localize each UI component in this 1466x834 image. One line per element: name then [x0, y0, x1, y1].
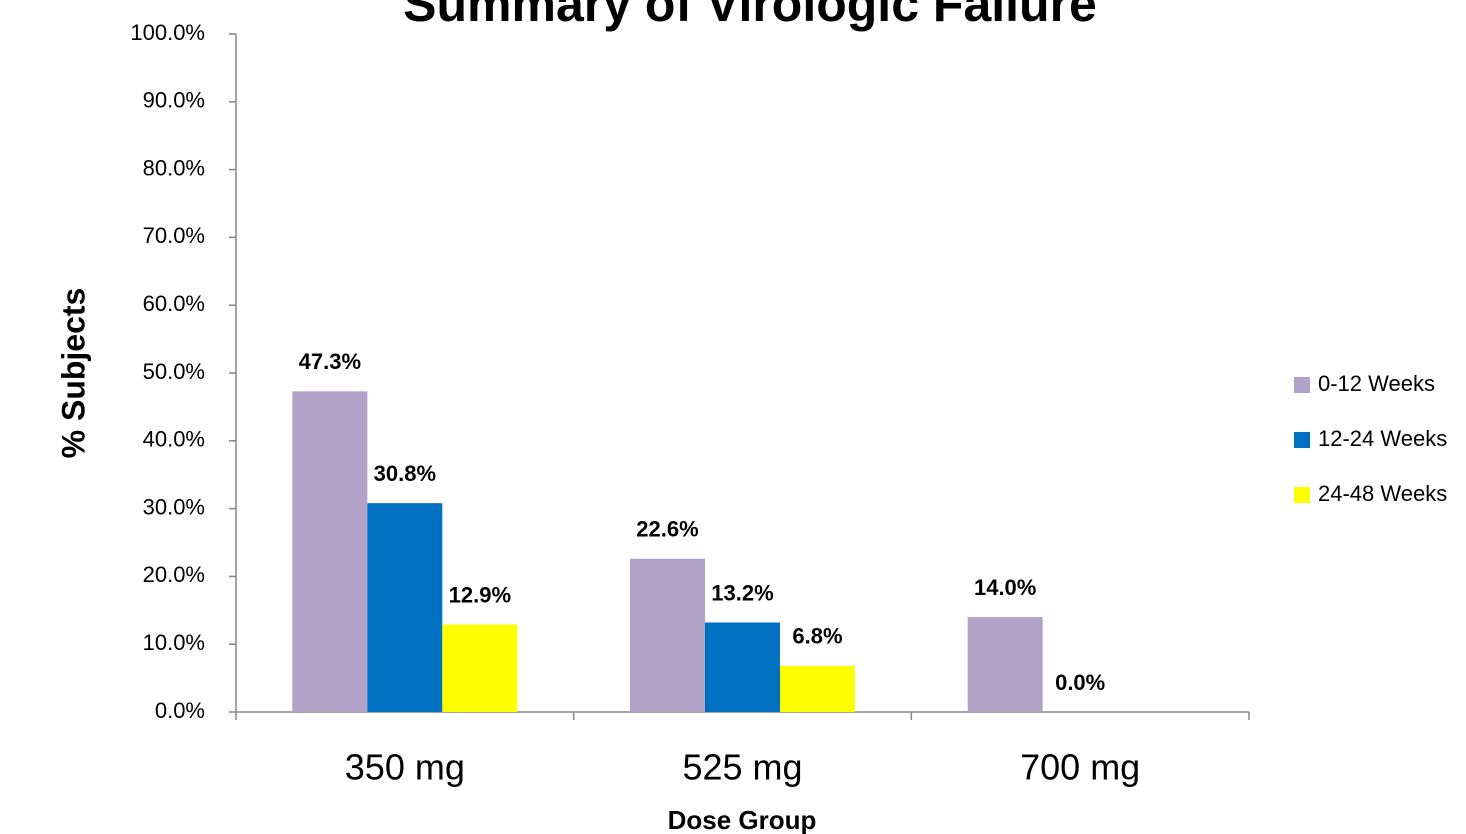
bar	[630, 558, 705, 712]
y-tick-label: 100.0%	[130, 20, 205, 45]
y-tick-label: 30.0%	[143, 494, 205, 519]
legend-label: 24-48 Weeks	[1318, 481, 1447, 506]
value-label: 47.3%	[299, 349, 361, 374]
value-label: 6.8%	[792, 624, 842, 649]
y-tick-label: 20.0%	[143, 562, 205, 587]
bar	[442, 624, 518, 712]
bar	[967, 617, 1043, 712]
x-tick-label: 700 mg	[1020, 747, 1140, 788]
value-label: 12.9%	[449, 582, 511, 607]
y-tick-label: 50.0%	[143, 359, 205, 384]
x-tick-label: 350 mg	[345, 747, 465, 788]
y-tick-label: 0.0%	[155, 698, 205, 723]
y-axis-title: % Subjects	[55, 288, 91, 459]
y-tick-label: 10.0%	[143, 630, 205, 655]
bar	[705, 622, 780, 712]
bar	[780, 665, 855, 712]
legend-label: 0-12 Weeks	[1318, 371, 1435, 396]
value-label: 0.0%	[1055, 670, 1105, 695]
chart-title: Summary of Virologic Failure	[403, 0, 1097, 32]
value-label: 22.6%	[636, 517, 698, 542]
y-tick-label: 90.0%	[143, 88, 205, 113]
value-label: 13.2%	[711, 580, 773, 605]
y-tick-label: 40.0%	[143, 427, 205, 452]
bar	[367, 503, 443, 712]
x-tick-label: 525 mg	[682, 747, 802, 788]
x-axis-title: Dose Group	[668, 805, 817, 834]
legend-swatch	[1294, 377, 1310, 393]
bar	[292, 391, 368, 712]
legend-swatch	[1294, 487, 1310, 503]
y-tick-label: 70.0%	[143, 223, 205, 248]
value-label: 30.8%	[374, 461, 436, 486]
legend-swatch	[1294, 432, 1310, 448]
y-tick-label: 80.0%	[143, 155, 205, 180]
legend-label: 12-24 Weeks	[1318, 426, 1447, 451]
y-tick-label: 60.0%	[143, 291, 205, 316]
value-label: 14.0%	[974, 575, 1036, 600]
